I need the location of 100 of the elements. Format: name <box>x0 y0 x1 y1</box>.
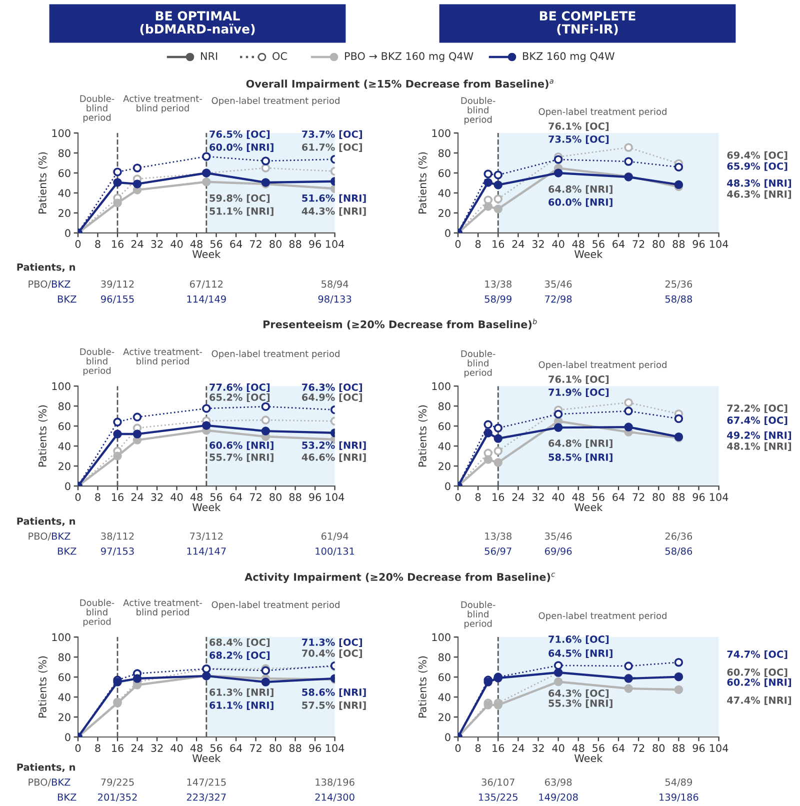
x-tick-label: 0 <box>455 744 461 752</box>
text: Active treatment- blind period <box>123 348 202 366</box>
x-tick-label: 80 <box>270 240 282 248</box>
text: 114/149 <box>187 295 226 304</box>
text: Active treatment- blind period <box>123 95 202 114</box>
x-tick-label: 72 <box>250 493 262 501</box>
annotation: 65.2% [OC] <box>210 393 270 402</box>
x-tick-label: 72 <box>632 744 644 752</box>
text: 73/112 <box>190 532 223 541</box>
y-tick-label: 60 <box>58 673 70 682</box>
annotation: 70.4% [OC] <box>302 649 362 658</box>
x-tick-label: 40 <box>552 240 564 248</box>
text: BKZ <box>52 532 70 540</box>
annotation: 64.8% [NRI] <box>548 185 612 194</box>
text: 49.2% [NRI] <box>727 431 792 440</box>
x-tick-label: 48 <box>190 744 202 752</box>
x-axis-title: Week <box>574 503 603 512</box>
text: Presenteeism (≥20% Decrease from Baseline)$^{b}$ <box>264 318 537 330</box>
text: 201/352 <box>98 793 137 802</box>
text: 58/86 <box>665 547 692 556</box>
x-tick-label: 32 <box>532 240 544 248</box>
x-tick-label: 72 <box>632 240 644 248</box>
x-tick-label: 96 <box>309 240 322 248</box>
annotation: 64.3% [OC] <box>548 689 609 698</box>
text: 48.1% [NRI] <box>727 442 792 452</box>
text: 48.3% [NRI] <box>727 179 792 188</box>
annotation: 60.6% [NRI] <box>210 441 274 450</box>
text: PBO/ <box>28 778 52 787</box>
x-tick-label: 24 <box>131 240 144 248</box>
x-tick-label: 16 <box>112 493 124 502</box>
text: 35/46 <box>545 280 572 288</box>
text: PBO/ <box>28 280 52 288</box>
x-tick-label: 0 <box>455 493 461 502</box>
x-tick-label: 80 <box>652 493 665 502</box>
x-tick-label: 96 <box>692 493 705 502</box>
x-tick-label: 8 <box>475 493 481 502</box>
text: 13/38 <box>485 532 512 541</box>
text: 76.1% [OC] <box>548 375 609 384</box>
y-axis-title: Patients (%) <box>418 405 428 467</box>
x-tick-label: 16 <box>492 493 504 502</box>
x-tick-label: 96 <box>309 744 322 752</box>
text: 72/98 <box>545 295 572 304</box>
x-tick-label: 56 <box>210 493 222 502</box>
x-tick-label: 24 <box>131 493 144 501</box>
x-tick-label: 64 <box>230 240 242 248</box>
annotation: 60.0% [NRI] <box>548 198 612 207</box>
text: 79/225 <box>101 778 134 787</box>
text: 25/36 <box>665 280 692 288</box>
x-tick-label: 72 <box>632 493 644 501</box>
x-tick-label: 56 <box>592 240 604 248</box>
y-tick-label: 100 <box>432 633 450 642</box>
y-tick-label: 60 <box>58 169 70 178</box>
text: Overall Impairment (≥15% Decrease from Baseline)$^{a}$ <box>246 79 554 90</box>
text: 69/96 <box>544 547 572 556</box>
x-tick-label: 72 <box>250 744 262 752</box>
text: OC <box>272 52 287 60</box>
annotation: 60.0% [NRI] <box>210 143 274 152</box>
text: Patients, n <box>17 763 75 772</box>
x-tick-label: 24 <box>512 240 524 248</box>
x-tick-label: 40 <box>170 744 183 752</box>
annotation: 77.6% [OC] <box>210 383 270 392</box>
x-tick-label: 16 <box>492 240 504 248</box>
x-tick-label: 8 <box>475 240 481 248</box>
y-tick-label: 40 <box>438 693 450 702</box>
annotation: 53.2% [NRI] <box>302 441 366 450</box>
x-tick-label: 88 <box>289 744 302 752</box>
text: 76.1% [OC] <box>548 122 609 131</box>
x-tick-label: 56 <box>210 744 222 752</box>
x-tick-label: 80 <box>652 744 665 752</box>
y-tick-label: 0 <box>65 229 70 238</box>
x-tick-label: 40 <box>170 240 183 248</box>
x-tick-label: 88 <box>672 493 685 502</box>
annotation: 64.8% [NRI] <box>548 439 612 448</box>
annotation: 55.7% [NRI] <box>210 453 274 462</box>
text: 36/107 <box>482 778 514 787</box>
x-tick-label: 0 <box>455 240 461 248</box>
x-tick-label: 8 <box>95 493 100 502</box>
text: Double- blind period <box>80 95 114 123</box>
y-tick-label: 20 <box>438 462 450 470</box>
text: 65.9% [OC] <box>727 162 788 171</box>
y-tick-label: 0 <box>445 733 450 742</box>
annotation: 51.6% [NRI] <box>302 194 366 203</box>
x-tick-label: 104 <box>326 240 344 248</box>
chart-title: BE OPTIMAL (bDMARD-naïve) <box>140 11 255 36</box>
text: 67.4% [OC] <box>727 416 788 426</box>
y-tick-label: 80 <box>58 653 70 662</box>
text: 135/225 <box>478 793 518 802</box>
text: 47.4% [NRI] <box>727 696 792 705</box>
text: 58/99 <box>484 295 512 304</box>
y-tick-label: 0 <box>65 482 70 490</box>
annotation: 73.7% [OC] <box>302 130 362 139</box>
text: Double- blind period <box>461 350 496 378</box>
annotation: 64.9% [OC] <box>302 393 362 402</box>
text: 26/36 <box>665 532 692 541</box>
y-tick-label: 0 <box>65 733 70 742</box>
x-tick-label: 40 <box>552 493 564 502</box>
text: 58/94 <box>322 280 348 288</box>
y-axis-title: Patients (%) <box>418 656 428 718</box>
text: 149/208 <box>539 793 578 802</box>
y-tick-label: 20 <box>58 462 70 470</box>
